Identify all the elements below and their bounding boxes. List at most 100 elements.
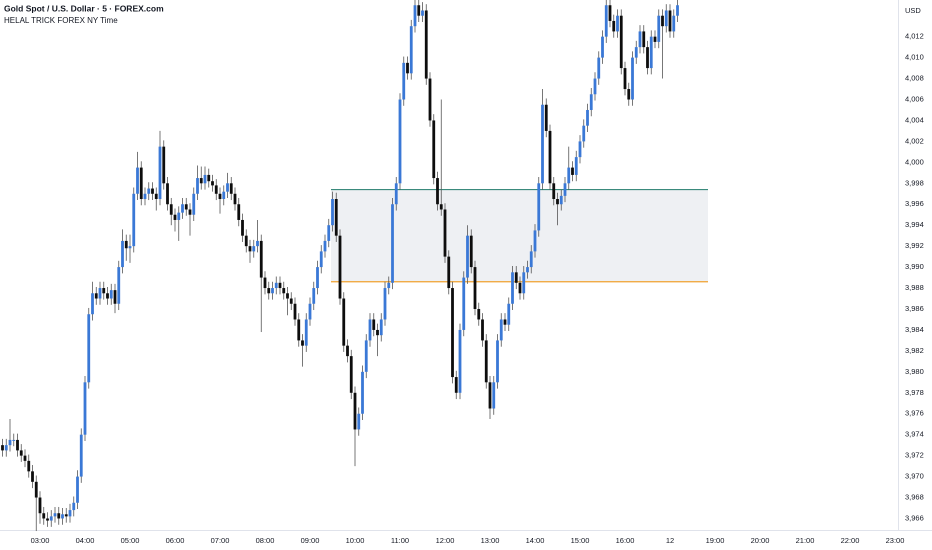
y-tick-label: 4,010 [905, 53, 924, 62]
y-tick-label: 3,992 [905, 241, 924, 250]
candle-body [563, 183, 567, 196]
y-tick-label: 4,002 [905, 136, 924, 145]
candle-body [196, 178, 199, 194]
y-tick-label: 4,004 [905, 115, 924, 124]
candle-body [136, 167, 139, 194]
candle-body [496, 340, 499, 383]
x-tick-label: 06:00 [166, 536, 185, 545]
y-tick-label: 3,966 [905, 513, 924, 522]
candle-body [151, 188, 154, 194]
candle-body [278, 282, 282, 289]
candle-body [233, 193, 237, 205]
candle-body [507, 303, 511, 325]
candle-body [574, 157, 578, 175]
candle-body [672, 15, 676, 32]
candle-body [646, 47, 649, 69]
candle-body [327, 225, 331, 241]
candle-body [331, 199, 334, 226]
y-tick-label: 3,972 [905, 451, 924, 460]
y-tick-label: 3,982 [905, 346, 924, 355]
candle-body [398, 99, 402, 184]
x-tick-label: 07:00 [211, 536, 230, 545]
candle-body [169, 204, 173, 215]
candle-body [477, 308, 481, 320]
candle-body [109, 290, 113, 299]
candle-body [64, 514, 68, 517]
candle-body [271, 288, 274, 294]
y-tick-label: 3,994 [905, 220, 924, 229]
candle-body [147, 188, 151, 194]
candle-body [612, 20, 616, 32]
x-tick-label: 16:00 [616, 536, 635, 545]
candle-body [556, 199, 559, 205]
y-tick-label: 4,012 [905, 32, 924, 41]
y-tick-label: 3,990 [905, 262, 924, 271]
x-tick-label: 11:00 [391, 536, 409, 545]
candle-body [458, 329, 462, 393]
y-tick-label: 3,970 [905, 472, 924, 481]
y-tick-label: 3,974 [905, 430, 924, 439]
candle-body [98, 288, 102, 299]
candle-body [34, 481, 38, 498]
candle-body [578, 141, 582, 158]
currency-label: USD [905, 6, 921, 15]
candle-body [379, 319, 383, 336]
candle-body [61, 514, 64, 519]
y-tick-label: 3,988 [905, 283, 924, 292]
candle-body [241, 219, 244, 236]
candle-body [188, 209, 192, 215]
x-tick-label: 03:00 [31, 536, 50, 545]
candle-body [589, 94, 593, 110]
candle-body [211, 181, 214, 186]
candle-body [154, 193, 158, 200]
candle-body [462, 277, 466, 330]
x-tick-label: 21:00 [796, 536, 815, 545]
candle-body [8, 439, 12, 446]
candle-body [301, 340, 304, 346]
candle-body [391, 204, 394, 283]
candle-body [72, 502, 76, 511]
candle-body [68, 510, 72, 517]
candle-body [106, 293, 109, 299]
candle-body [421, 10, 424, 16]
candle-body [593, 78, 597, 95]
candle-body [79, 434, 83, 477]
candle-body [533, 230, 537, 252]
x-tick-label: 23:00 [886, 536, 905, 545]
candle-body [181, 204, 184, 213]
candle-body [567, 167, 571, 184]
candle-body [361, 371, 364, 414]
candle-body [571, 167, 574, 175]
x-tick-label: 09:00 [301, 536, 320, 545]
candle-body [492, 382, 496, 409]
candle-body [274, 282, 278, 289]
candle-body [548, 130, 552, 184]
candle-body [514, 272, 518, 283]
candle-body [623, 68, 627, 90]
candle-body [226, 183, 229, 192]
candle-body [218, 193, 222, 200]
candle-body [282, 288, 286, 294]
zone-box [331, 189, 708, 282]
candle-body [387, 282, 391, 289]
candle-body [439, 204, 443, 210]
candle-body [522, 272, 526, 294]
candle-body [132, 193, 136, 247]
candle-body [503, 319, 507, 325]
candle-body [312, 288, 316, 304]
candle-body [484, 340, 488, 383]
candle-body [469, 235, 473, 268]
candle-body [319, 251, 323, 268]
candle-body [286, 293, 289, 299]
x-tick-label: 04:00 [76, 536, 95, 545]
y-tick-label: 3,980 [905, 367, 924, 376]
candle-body [102, 288, 106, 294]
candle-body [586, 109, 589, 126]
plot-area [1, 0, 708, 532]
candle-body [323, 240, 327, 252]
candle-body [23, 455, 27, 461]
candle-body [113, 290, 117, 304]
candle-body [207, 174, 211, 182]
candle-body [192, 193, 196, 215]
candle-body [417, 5, 421, 16]
